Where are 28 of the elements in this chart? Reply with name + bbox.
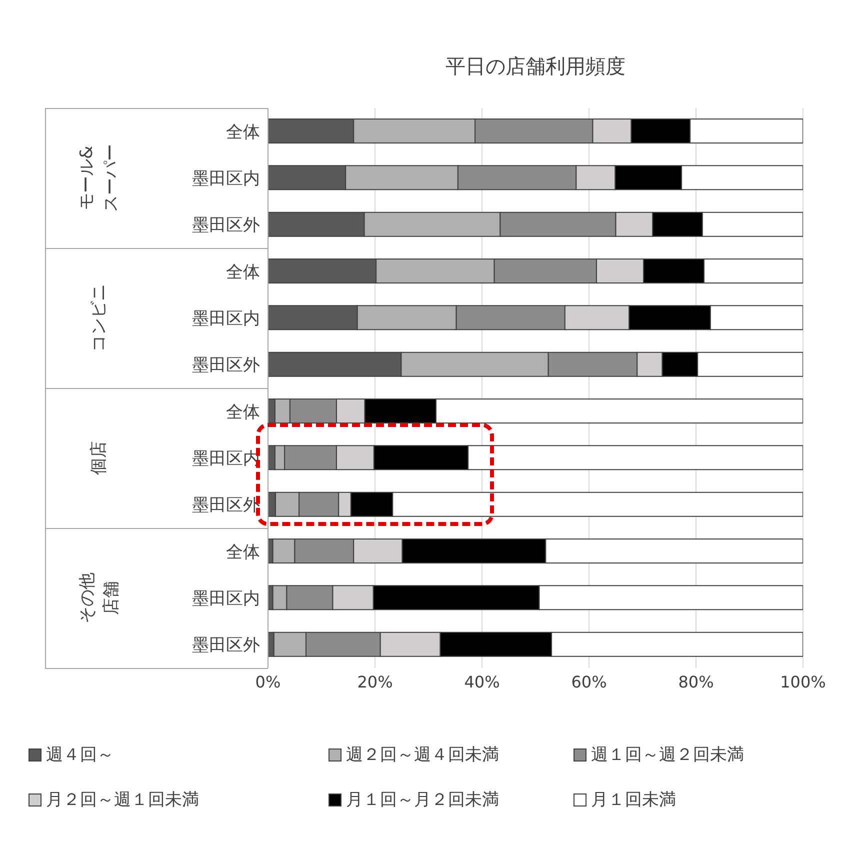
y-tick-label: 墨田区内: [192, 589, 260, 610]
legend-label: 月２回～週１回未満: [46, 789, 199, 811]
legend-label: 週１回～週２回未満: [591, 744, 744, 766]
x-tick-label: 20%: [357, 672, 393, 692]
y-tick-label: 全体: [226, 262, 260, 282]
y-tick-label: 墨田区内: [192, 169, 260, 190]
y-tick-label: 墨田区外: [192, 356, 260, 376]
text: その他店舗: [76, 572, 122, 626]
x-tick-label: 0%: [255, 672, 281, 692]
text: コンビニ: [88, 284, 110, 352]
legend-label: 週４回～: [46, 744, 114, 766]
y-tick-label: 全体: [226, 122, 260, 142]
y-tick-label: 全体: [226, 542, 260, 562]
text: 個店: [88, 440, 110, 475]
y-tick-label: 墨田区外: [192, 496, 260, 516]
x-tick-label: 80%: [678, 672, 714, 692]
y-tick-label: 墨田区外: [192, 216, 260, 236]
chart-title: 平日の店舗利用頻度: [444, 53, 626, 80]
x-tick-label: 40%: [464, 672, 500, 692]
y-tick-label: 全体: [226, 402, 260, 422]
y-tick-label: 墨田区外: [192, 636, 260, 656]
x-tick-label: 100%: [780, 672, 826, 692]
legend-label: 週２回～週４回未満: [346, 744, 499, 766]
legend-label: 月１回未満: [591, 789, 676, 811]
legend-label: 月１回～月２回未満: [346, 789, 499, 811]
text: モール&スーパー: [76, 143, 122, 214]
x-tick-label: 60%: [571, 672, 607, 692]
y-tick-label: 墨田区内: [192, 309, 260, 330]
